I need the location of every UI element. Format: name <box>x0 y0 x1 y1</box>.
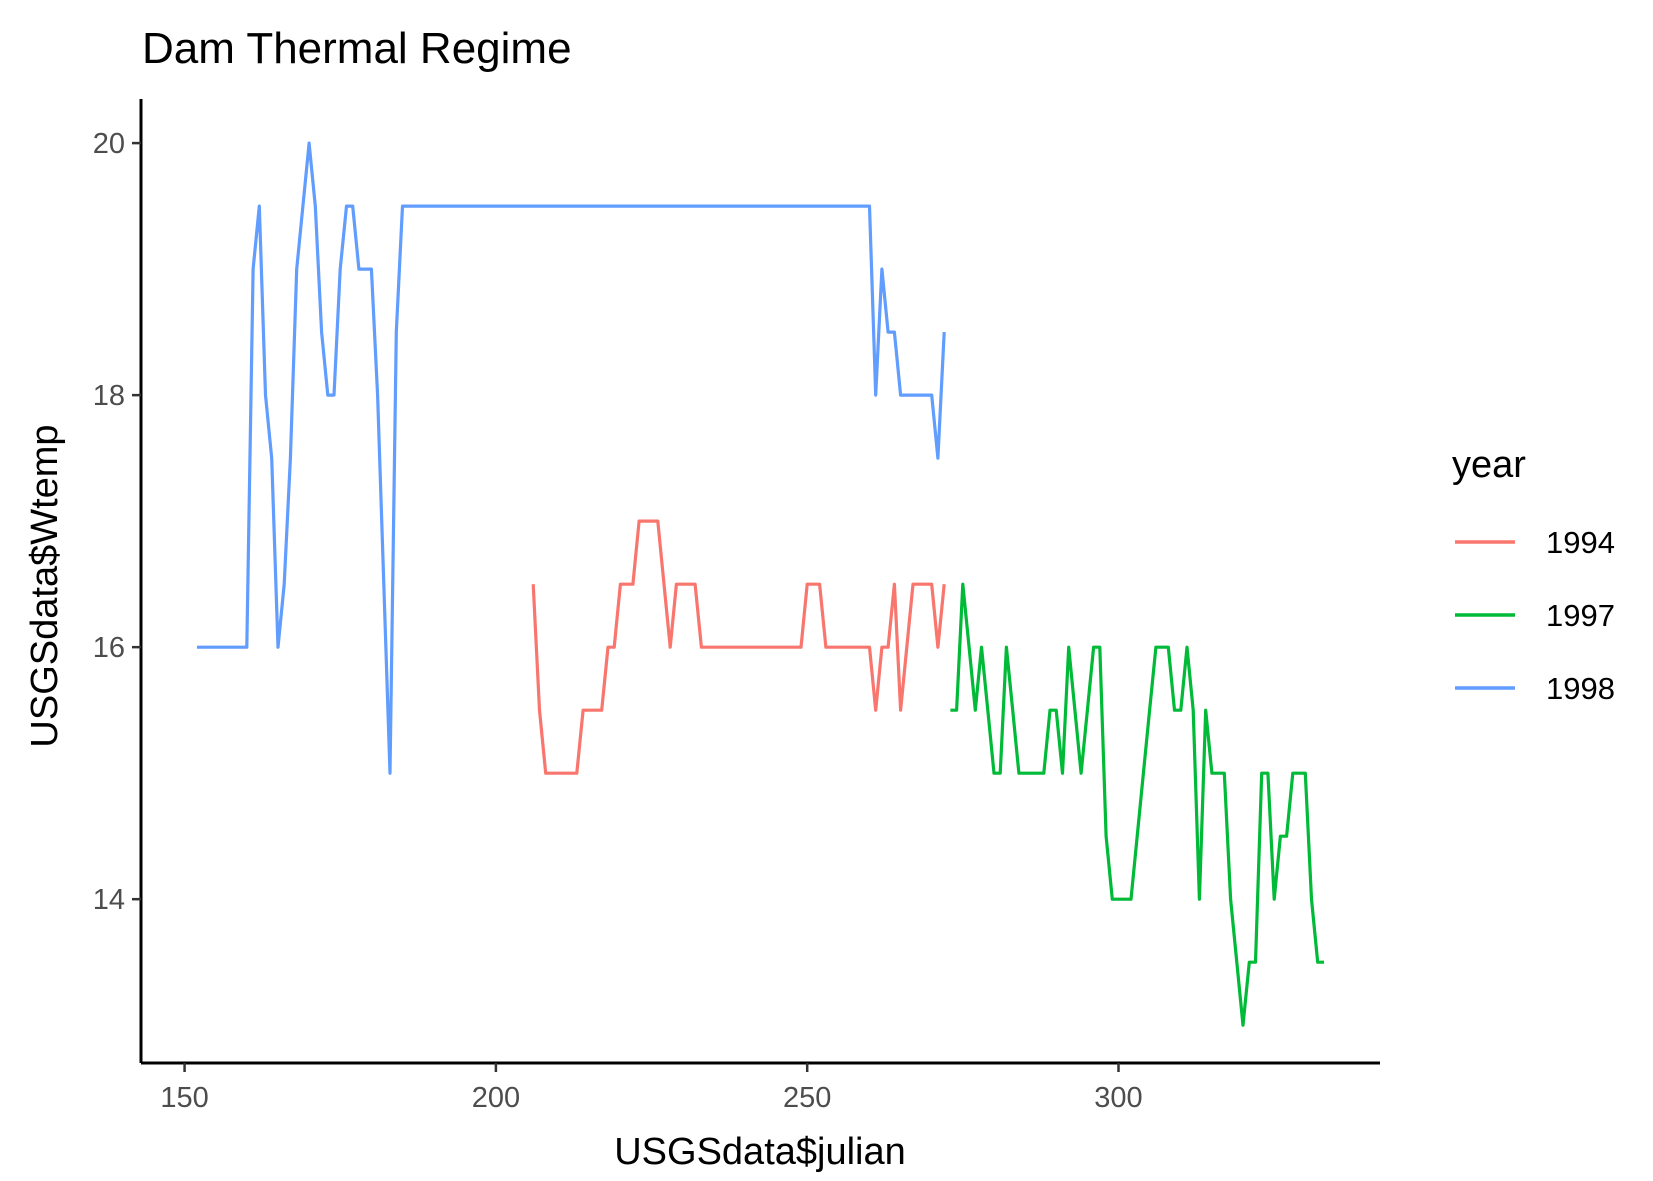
legend-title: year <box>1452 444 1526 486</box>
legend-label-1994: 1994 <box>1546 525 1615 560</box>
legend-label-1998: 1998 <box>1546 671 1615 706</box>
chart-title: Dam Thermal Regime <box>142 24 572 73</box>
legend-items: 1994 1997 1998 <box>1455 525 1615 706</box>
x-tick-label: 200 <box>472 1082 520 1114</box>
y-tick-label: 16 <box>93 632 125 664</box>
series-line-1994 <box>531 519 946 775</box>
legend: year 1994 1997 1998 <box>1452 444 1615 706</box>
y-tick-label: 14 <box>93 884 125 916</box>
legend-label-1997: 1997 <box>1546 598 1615 633</box>
x-tick-label: 150 <box>160 1082 208 1114</box>
series-line-1997 <box>950 582 1324 1027</box>
plot-area: 150 200 250 300 14 16 18 20 <box>93 99 1380 1114</box>
x-tick-label: 250 <box>783 1082 831 1114</box>
y-tick-label: 18 <box>93 380 125 412</box>
x-ticks: 150 200 250 300 <box>160 1063 1143 1114</box>
y-ticks: 14 16 18 20 <box>93 128 141 916</box>
y-axis-title: USGSdata$Wtemp <box>24 424 66 747</box>
y-tick-label: 20 <box>93 128 125 160</box>
series-layer <box>197 141 1324 1027</box>
series-line-1998 <box>197 141 946 775</box>
x-tick-label: 300 <box>1094 1082 1142 1114</box>
x-axis-title: USGSdata$julian <box>614 1131 906 1173</box>
